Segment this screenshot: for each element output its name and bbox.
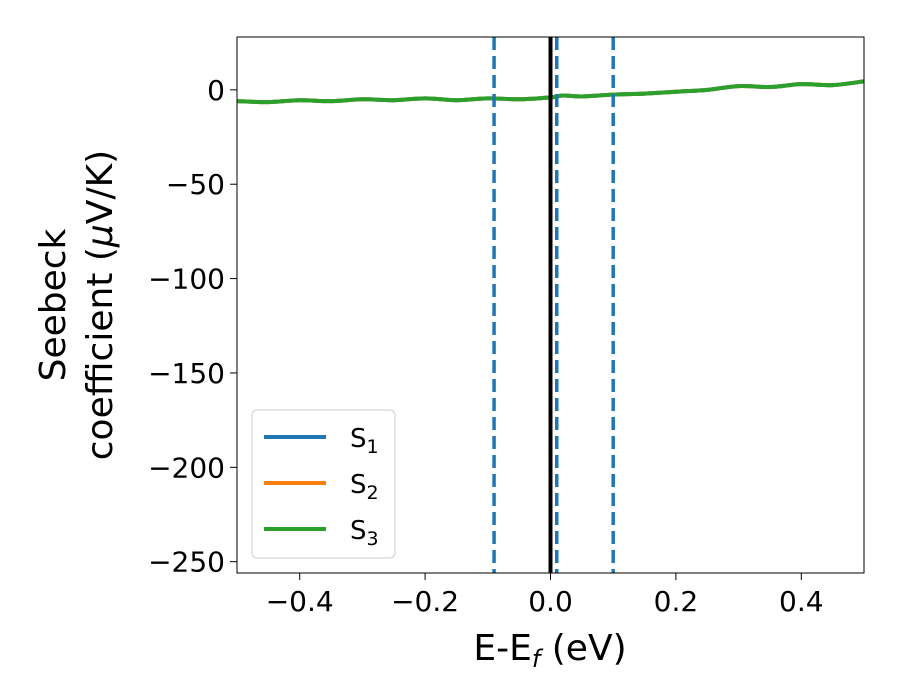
y-tick-label: −100 [148,263,225,296]
y-axis-label-line1: Seebeck [33,228,74,381]
y-tick-label: −150 [148,357,225,390]
y-tick-label: −50 [166,168,225,201]
x-tick-label: 0.4 [779,585,824,618]
legend-label-s3: S3 [350,516,379,550]
legend-label-s1: S1 [350,424,379,458]
legend-label-s2: S2 [350,470,379,504]
legend: S1 S2 S3 [251,409,396,559]
plot-content [237,37,864,573]
x-tick-label: 0.0 [528,585,573,618]
x-tick-label: −0.4 [266,585,334,618]
y-tick-label: 0 [207,74,225,107]
plot-area [237,37,864,573]
y-axis-label-mu: μ [80,224,121,248]
y-axis-label-line2: coefficient (μV/K) [80,150,121,460]
x-tick-label: 0.2 [654,585,699,618]
y-tick-label: −250 [148,546,225,579]
y-tick-label: −200 [148,451,225,484]
x-axis-label: E-Ef (eV) [473,628,626,673]
x-tick-label: −0.2 [391,585,459,618]
axes: −0.4 −0.2 0.0 0.2 0.4 0 −50 −100 −150 −200 −250 [148,36,865,618]
